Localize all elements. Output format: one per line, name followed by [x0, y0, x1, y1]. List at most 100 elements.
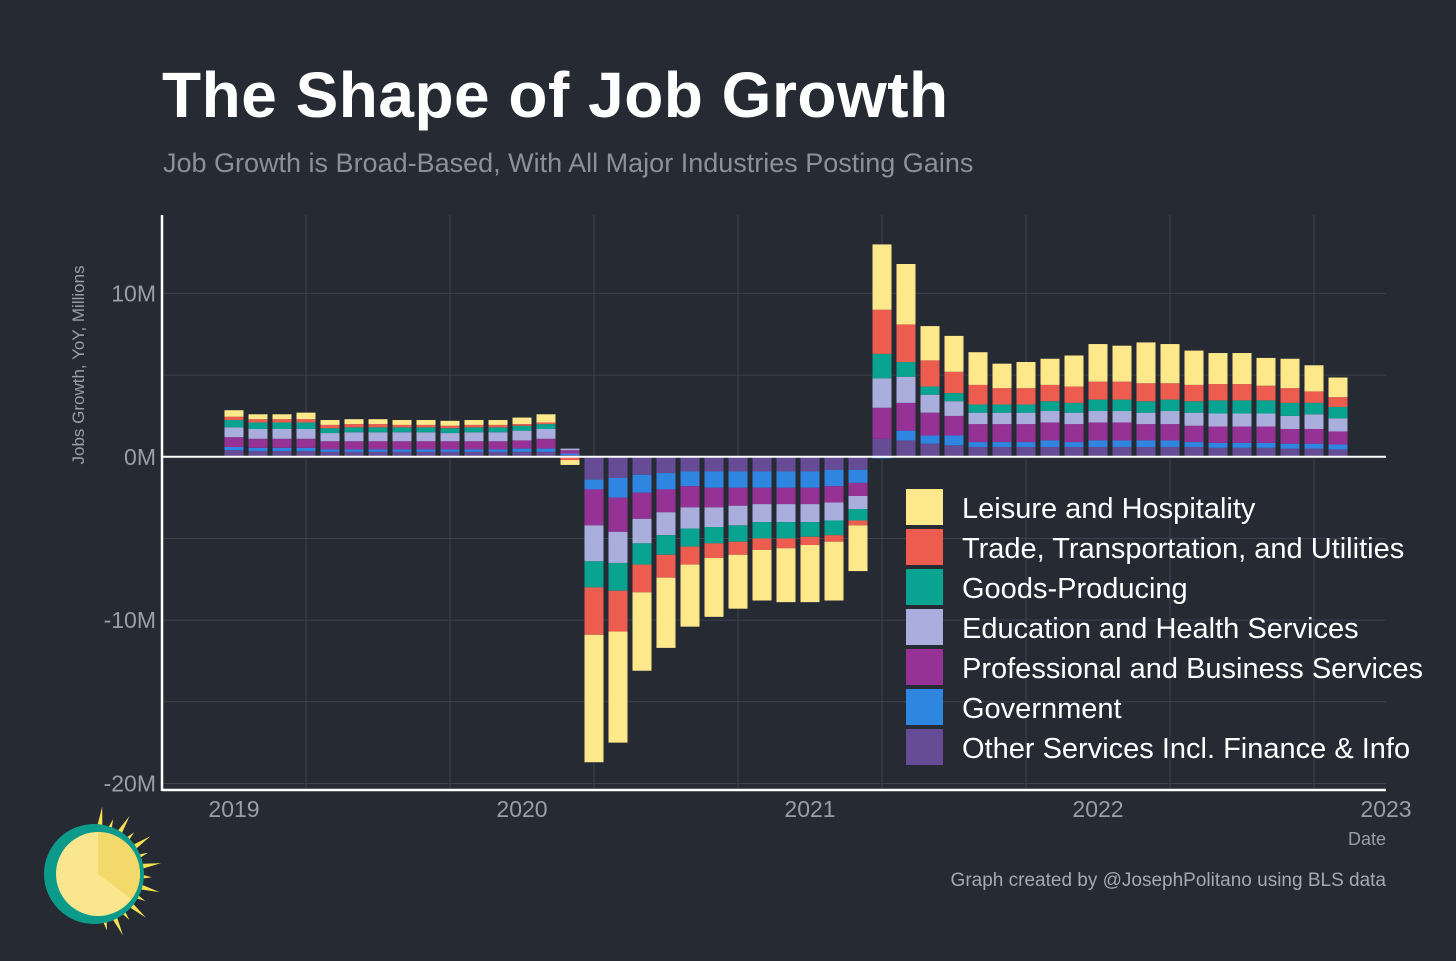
bar-segment — [680, 456, 700, 472]
bar-segment — [992, 363, 1012, 389]
bar-segment — [1064, 402, 1084, 413]
bar-segment — [848, 495, 868, 510]
bar-segment — [632, 474, 652, 493]
bar-segment — [296, 412, 316, 420]
bar-segment — [704, 543, 724, 559]
bar-segment — [1112, 345, 1132, 382]
x-tick-label: 2022 — [1072, 796, 1123, 822]
bar-segment — [1280, 402, 1300, 416]
bar-segment — [368, 449, 388, 452]
bar-segment — [1184, 412, 1204, 426]
bar-segment — [1280, 415, 1300, 429]
legend-label: Trade, Transportation, and Utilities — [962, 533, 1404, 565]
bar-segment — [992, 446, 1012, 457]
legend-label: Leisure and Hospitality — [962, 493, 1256, 525]
legend-label: Education and Health Services — [962, 613, 1359, 645]
bar-segment — [680, 507, 700, 529]
bar-segment — [944, 415, 964, 436]
bar-segment — [344, 427, 364, 433]
x-tick-label: 2023 — [1360, 796, 1411, 822]
bar-segment — [488, 424, 508, 428]
bar-segment — [1328, 377, 1348, 398]
x-tick-label: 2020 — [496, 796, 547, 822]
bar-segment — [560, 453, 580, 456]
bar-segment — [752, 456, 772, 472]
bar-segment — [248, 428, 268, 439]
bar-segment — [392, 451, 412, 457]
bar-segment — [1136, 383, 1156, 402]
bar-segment — [248, 419, 268, 423]
bar-segment — [224, 420, 244, 428]
bar-segment — [1040, 358, 1060, 385]
bar-segment — [824, 541, 844, 601]
bar-segment — [728, 541, 748, 555]
bar-segment — [1064, 424, 1084, 443]
y-axis-label: Jobs Growth, YoY, Millions — [69, 265, 88, 464]
bar-segment — [872, 378, 892, 408]
bar-segment — [512, 425, 532, 431]
bar-segment — [1088, 411, 1108, 423]
bar-segment — [1040, 446, 1060, 457]
bar-segment — [560, 456, 580, 461]
bar-segment — [1184, 401, 1204, 413]
bar-segment — [1064, 446, 1084, 457]
bar-segment — [296, 422, 316, 429]
bar-segment — [1064, 355, 1084, 387]
bar-segment — [848, 456, 868, 470]
bar-segment — [800, 504, 820, 523]
bar-segment — [560, 460, 580, 465]
bar-segment — [536, 414, 556, 423]
bar-segment — [848, 482, 868, 496]
bar-segment — [1280, 443, 1300, 449]
bar-segment — [824, 520, 844, 536]
bar-segment — [920, 394, 940, 413]
bar-segment — [320, 433, 340, 442]
bar-segment — [1232, 413, 1252, 427]
bar-segment — [584, 456, 604, 480]
source-credit: Graph created by @JosephPolitano using B… — [950, 870, 1386, 891]
bar-segment — [872, 244, 892, 310]
bar-segment — [800, 522, 820, 537]
bar-segment — [968, 446, 988, 457]
bar-segment — [320, 451, 340, 457]
bar-segment — [896, 440, 916, 457]
bar-segment — [824, 456, 844, 470]
bar-segment — [1088, 446, 1108, 457]
legend-label: Professional and Business Services — [962, 653, 1423, 685]
bar-segment — [776, 504, 796, 523]
bar-segment — [512, 440, 532, 449]
bar-segment — [1304, 414, 1324, 429]
bar-segment — [680, 471, 700, 487]
bar-segment — [752, 504, 772, 523]
bar-segment — [800, 487, 820, 505]
bar-segment — [344, 451, 364, 457]
bar-segment — [1088, 344, 1108, 382]
bar-segment — [1208, 413, 1228, 427]
bar-segment — [944, 445, 964, 457]
bar-segment — [968, 352, 988, 385]
bar-segment — [680, 486, 700, 508]
bar-segment — [608, 477, 628, 498]
bar-segment — [1016, 424, 1036, 443]
bar-segment — [1280, 428, 1300, 444]
bar-segment — [488, 420, 508, 425]
bar-segment — [1208, 353, 1228, 385]
bar-segment — [776, 456, 796, 472]
bar-segment — [1112, 381, 1132, 400]
bar-segment — [656, 456, 676, 474]
bar-segment — [392, 420, 412, 425]
bar-segment — [248, 438, 268, 448]
bar-segment — [632, 518, 652, 544]
bar-segment — [920, 326, 940, 361]
bar-segment — [824, 535, 844, 542]
bar-segment — [440, 428, 460, 434]
legend-label: Goods-Producing — [962, 573, 1188, 605]
bar-segment — [1016, 442, 1036, 447]
bar-segment — [1304, 391, 1324, 403]
legend-swatch — [906, 689, 943, 725]
bar-segment — [752, 538, 772, 550]
bar-segment — [944, 393, 964, 402]
bar-segment — [464, 432, 484, 442]
bar-segment — [272, 447, 292, 452]
